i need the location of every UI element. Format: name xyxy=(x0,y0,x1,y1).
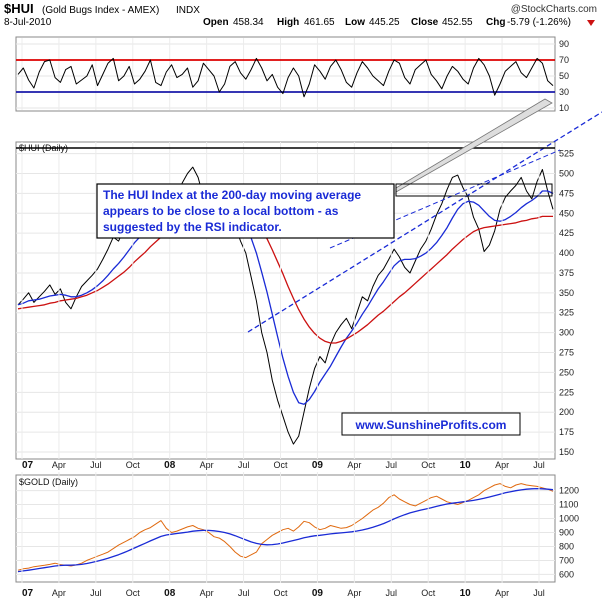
y-tick-label: 275 xyxy=(559,348,574,358)
x-tick-label: Jul xyxy=(238,588,250,598)
ohlc-close-label: Close xyxy=(411,17,439,28)
ohlc-low-label: Low xyxy=(345,17,365,28)
rsi-panel-frame xyxy=(15,36,556,112)
y-tick-label: 90 xyxy=(559,39,569,49)
x-tick-label: 10 xyxy=(460,588,472,599)
x-tick-label: Jul xyxy=(90,588,102,598)
y-tick-label: 50 xyxy=(559,71,569,81)
x-tick-label: Oct xyxy=(421,588,436,598)
y-tick-label: 250 xyxy=(559,367,574,377)
x-tick-label: 09 xyxy=(312,460,324,471)
y-tick-label: 175 xyxy=(559,427,574,437)
y-tick-label: 400 xyxy=(559,248,574,258)
y-tick-label: 200 xyxy=(559,407,574,417)
series-line xyxy=(17,57,554,98)
ohlc-low-value: 445.25 xyxy=(369,17,400,28)
x-tick-label: Apr xyxy=(52,460,66,470)
x-tick-label: Oct xyxy=(126,588,141,598)
x-tick-label: 07 xyxy=(22,588,34,599)
x-tick-label: Oct xyxy=(421,460,436,470)
y-tick-label: 1100 xyxy=(559,500,578,510)
x-tick-label: Apr xyxy=(200,588,214,598)
annotation-line-1: The HUI Index at the 200-day moving aver… xyxy=(103,188,361,202)
x-tick-label: Oct xyxy=(273,460,288,470)
website-label: www.SunshineProfits.com xyxy=(355,418,507,432)
annotation-box xyxy=(96,183,395,239)
x-tick-label: Apr xyxy=(347,588,361,598)
y-tick-label: 375 xyxy=(559,268,574,278)
annotation-line-3: suggested by the RSI indicator. xyxy=(103,220,282,234)
ohlc-chg-value: -5.79 (-1.26%) xyxy=(507,17,571,28)
header-symbol: $HUI xyxy=(4,1,34,16)
x-tick-label: Jul xyxy=(238,460,250,470)
down-arrow-icon xyxy=(587,20,595,26)
x-tick-label: Jul xyxy=(386,460,398,470)
header-name: (Gold Bugs Index - AMEX) xyxy=(42,5,159,16)
y-tick-label: 900 xyxy=(559,527,574,537)
y-tick-label: 225 xyxy=(559,387,574,397)
y-tick-label: 325 xyxy=(559,308,574,318)
callout-target-box xyxy=(395,183,553,197)
y-tick-label: 425 xyxy=(559,228,574,238)
series-line xyxy=(17,166,554,445)
x-tick-label: Apr xyxy=(495,588,509,598)
y-tick-label: 500 xyxy=(559,168,574,178)
y-tick-label: 600 xyxy=(559,569,574,579)
series-line xyxy=(17,487,554,573)
y-tick-label: 1200 xyxy=(559,486,579,496)
website-box xyxy=(341,412,521,436)
x-tick-label: Jul xyxy=(90,460,102,470)
y-tick-label: 1000 xyxy=(559,514,579,524)
x-tick-label: Oct xyxy=(273,588,288,598)
x-tick-label: Apr xyxy=(347,460,361,470)
x-tick-label: Jul xyxy=(533,588,545,598)
ohlc-close-value: 452.55 xyxy=(442,17,473,28)
series-line xyxy=(17,201,553,344)
x-tick-label: Apr xyxy=(200,460,214,470)
header-date: 8-Jul-2010 xyxy=(4,17,52,28)
ohlc-high-value: 461.65 xyxy=(304,17,335,28)
x-tick-label: 09 xyxy=(312,588,324,599)
x-tick-label: 08 xyxy=(164,460,176,471)
x-tick-label: Oct xyxy=(126,460,141,470)
x-tick-label: 08 xyxy=(164,588,176,599)
x-tick-label: Apr xyxy=(495,460,509,470)
stockcharts-watermark: @StockCharts.com xyxy=(511,4,597,15)
x-tick-label: Apr xyxy=(52,588,66,598)
annotation-line-2: appears to be close to a local bottom - … xyxy=(103,204,339,218)
y-tick-label: 450 xyxy=(559,208,574,218)
y-tick-label: 700 xyxy=(559,555,574,565)
x-tick-label: 07 xyxy=(22,460,34,471)
y-tick-label: 800 xyxy=(559,541,574,551)
ohlc-open-label: Open xyxy=(203,17,229,28)
y-tick-label: 30 xyxy=(559,87,569,97)
y-tick-label: 150 xyxy=(559,447,574,457)
y-tick-label: 475 xyxy=(559,188,574,198)
series-line xyxy=(17,187,554,405)
y-tick-label: 350 xyxy=(559,288,574,298)
gold-panel-title: $GOLD (Daily) xyxy=(19,477,78,487)
y-tick-label: 70 xyxy=(559,55,569,65)
ohlc-high-label: High xyxy=(277,17,299,28)
ohlc-chg-label: Chg xyxy=(486,17,505,28)
y-tick-label: 300 xyxy=(559,328,574,338)
header-exchange: INDX xyxy=(176,5,200,16)
y-tick-label: 525 xyxy=(559,149,574,159)
x-tick-label: 10 xyxy=(460,460,472,471)
x-tick-label: Jul xyxy=(533,460,545,470)
ohlc-open-value: 458.34 xyxy=(233,17,264,28)
x-tick-label: Jul xyxy=(386,588,398,598)
y-tick-label: 10 xyxy=(559,103,569,113)
